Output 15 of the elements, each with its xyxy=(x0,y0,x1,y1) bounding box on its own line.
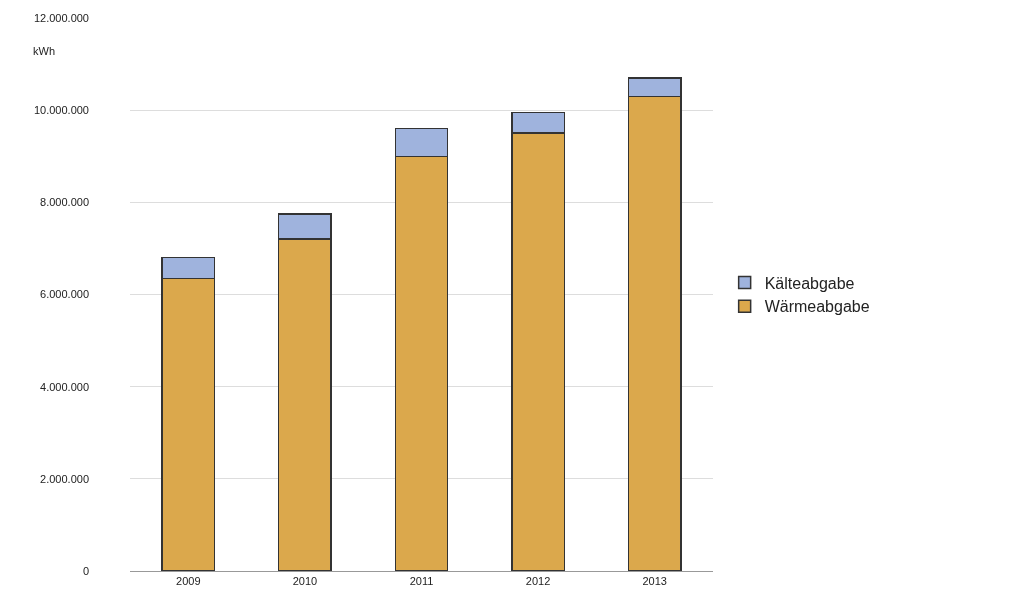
y-tick-label: 6.000.000 xyxy=(40,288,89,301)
y-tick-label: 0 xyxy=(82,564,89,577)
x-tick-label: 2010 xyxy=(292,575,318,588)
y-axis-title: kWh xyxy=(33,45,55,57)
y-tick-label: 4.000.000 xyxy=(40,380,89,393)
y-tick-label: 8.000.000 xyxy=(40,196,89,209)
legend-label: Kälteabgabe xyxy=(764,274,855,292)
x-tick-label: 2011 xyxy=(409,575,434,588)
x-tick-label: 2009 xyxy=(176,575,201,588)
x-tick-label: 2012 xyxy=(525,575,551,588)
y-tick-label: 12.000.000 xyxy=(33,11,89,24)
y-tick-label: 10.000.000 xyxy=(33,104,89,117)
legend-label: Wärmeabgabe xyxy=(764,298,870,316)
x-tick-label: 2013 xyxy=(642,575,667,588)
y-tick-label: 2.000.000 xyxy=(40,472,89,485)
